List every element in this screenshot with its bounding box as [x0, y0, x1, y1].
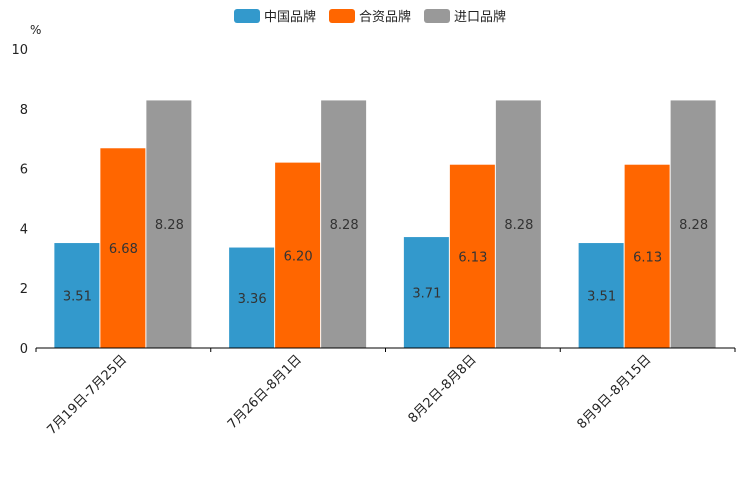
data-labels: 3.51 6.68 8.28 3.36 6.20 8.28 3.71 6.13 8.28 3.51…: [63, 218, 708, 307]
legend-swatch-0: [234, 9, 260, 23]
data-label-2-1: 8.28: [330, 218, 359, 233]
legend-swatch-1: [329, 9, 355, 23]
y-tick-label-2: 2: [20, 282, 28, 297]
bar-1-0: [100, 148, 146, 348]
legend: 中国品牌 合资品牌 进口品牌: [234, 9, 506, 25]
bars: [54, 100, 716, 348]
bar-0-3: [578, 243, 624, 348]
y-tick-label-4: 4: [20, 222, 28, 237]
data-label-2-2: 8.28: [504, 218, 533, 233]
bar-1-2: [449, 164, 495, 348]
bar-0-2: [403, 237, 449, 348]
data-label-2-3: 8.28: [679, 218, 708, 233]
bar-0-0: [54, 243, 100, 348]
data-label-0-1: 3.36: [238, 292, 267, 307]
bar-2-1: [321, 100, 367, 348]
bar-2-3: [670, 100, 716, 348]
data-label-1-2: 6.13: [458, 250, 487, 265]
x-category-label-2: 8月2日-8月8日: [406, 352, 480, 426]
data-label-0-2: 3.71: [412, 287, 441, 302]
bar-1-3: [624, 164, 670, 348]
bar-2-0: [146, 100, 192, 348]
x-axis: 7月19日-7月25日 7月26日-8月1日 8月2日-8月8日 8月9日-8月15日: [35, 347, 736, 438]
legend-label-1: 合资品牌: [359, 9, 411, 25]
y-tick-label-0: 0: [20, 342, 28, 357]
bar-1-1: [275, 162, 321, 348]
data-label-1-3: 6.13: [633, 250, 662, 265]
y-axis-ticks: 0 2 4 6 8 10: [11, 43, 28, 357]
x-category-label-3: 8月9日-8月15日: [575, 352, 655, 432]
y-tick-label-8: 8: [20, 103, 28, 118]
y-axis-unit-label: %: [30, 23, 41, 37]
data-label-0-3: 3.51: [587, 290, 616, 305]
y-tick-label-10: 10: [11, 43, 28, 58]
data-label-2-0: 8.28: [155, 218, 184, 233]
bar-0-1: [229, 247, 275, 348]
x-category-label-0: 7月19日-7月25日: [44, 352, 130, 438]
legend-label-2: 进口品牌: [454, 9, 506, 25]
legend-swatch-2: [424, 9, 450, 23]
bar-2-2: [495, 100, 541, 348]
data-label-0-0: 3.51: [63, 290, 92, 305]
data-label-1-1: 6.20: [284, 249, 313, 264]
legend-label-0: 中国品牌: [264, 9, 316, 25]
data-label-1-0: 6.68: [109, 242, 138, 257]
y-tick-label-6: 6: [20, 163, 28, 178]
x-category-label-1: 7月26日-8月1日: [225, 352, 305, 432]
